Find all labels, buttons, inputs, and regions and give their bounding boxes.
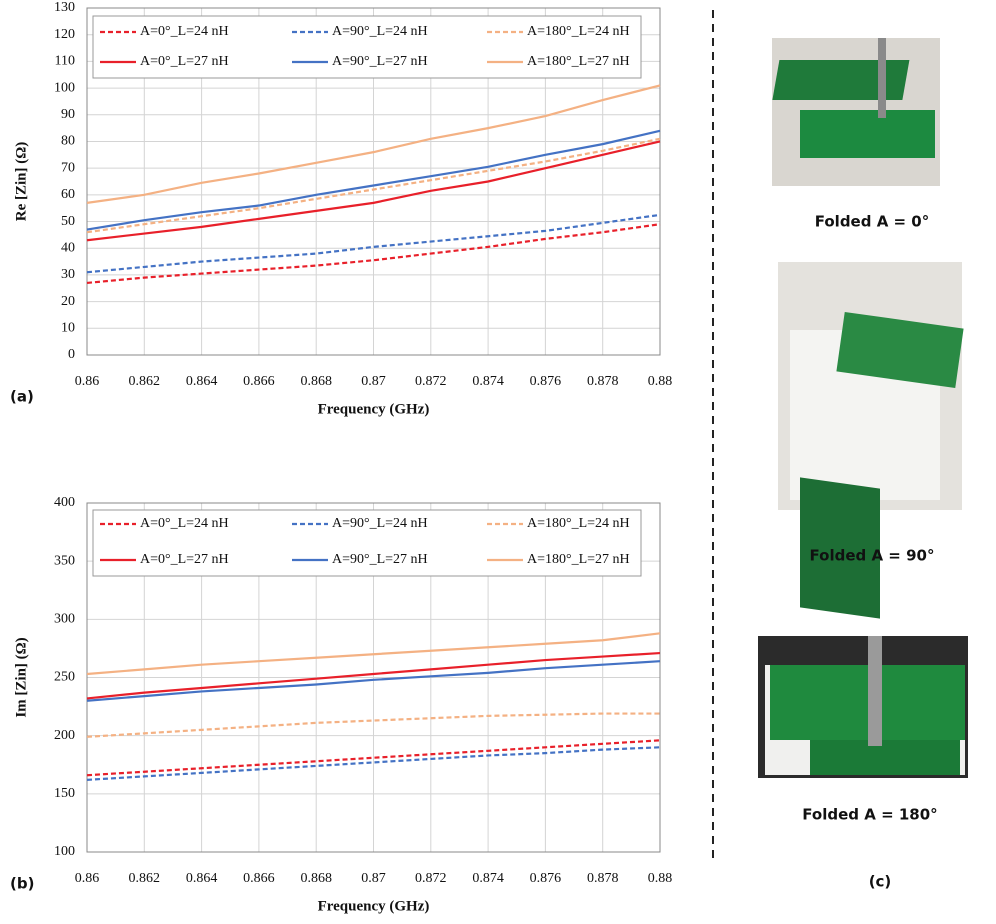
x-tick-label: 0.872 [415,871,447,886]
legend-label: A=0°_L=24 nH [140,516,229,531]
legend-label: A=180°_L=27 nH [527,552,630,567]
x-tick-label: 0.87 [361,374,386,389]
photo-caption: Folded A = 180° [802,806,937,824]
legend-label: A=0°_L=27 nH [140,552,229,567]
legend-label: A=180°_L=24 nH [527,516,630,531]
legend-label: A=90°_L=24 nH [332,24,428,39]
legend-label: A=180°_L=24 nH [527,24,630,39]
x-tick-label: 0.864 [186,871,218,886]
x-tick-label: 0.868 [300,374,332,389]
x-tick-label: 0.868 [300,871,332,886]
legend-label: A=180°_L=27 nH [527,54,630,69]
x-tick-label: 0.86 [75,871,100,886]
x-tick-label: 0.864 [186,374,218,389]
x-tick-label: 0.878 [587,374,619,389]
y-tick-label: 100 [54,80,75,95]
series-line [86,137,661,234]
y-tick-label: 100 [54,844,75,859]
y-tick-label: 80 [61,134,75,149]
series-line [86,84,661,204]
y-axis-title: Re [Zin] (Ω) [13,142,29,222]
legend-box [92,509,642,577]
x-tick-label: 0.862 [129,374,161,389]
y-tick-label: 400 [54,495,75,510]
panel-label: (b) [10,875,34,893]
series-line [86,660,661,702]
x-tick-label: 0.88 [648,871,673,886]
legend-label: A=90°_L=27 nH [332,552,428,567]
legend-box [92,15,642,79]
legend-label: A=90°_L=27 nH [332,54,428,69]
y-tick-label: 130 [54,0,75,15]
series-line [86,129,661,231]
x-tick-label: 0.876 [530,374,562,389]
series-line [86,632,661,676]
series-line [86,651,661,700]
plot-frame [86,502,661,853]
legend-label: A=90°_L=24 nH [332,516,428,531]
photo [772,38,940,186]
x-tick-label: 0.866 [243,871,275,886]
y-tick-label: 0 [68,347,75,362]
y-tick-label: 10 [61,321,75,336]
x-tick-label: 0.862 [129,871,161,886]
x-tick-label: 0.878 [587,871,619,886]
x-tick-label: 0.872 [415,374,447,389]
y-tick-label: 120 [54,27,75,42]
y-tick-label: 50 [61,214,75,229]
panel-label: (c) [869,873,892,891]
x-tick-label: 0.88 [648,374,673,389]
x-axis-title: Frequency (GHz) [318,401,430,417]
series-line [86,140,661,242]
y-tick-label: 250 [54,670,75,685]
y-tick-label: 40 [61,240,75,255]
y-tick-label: 60 [61,187,75,202]
y-tick-label: 350 [54,553,75,568]
photo [778,262,964,619]
x-tick-label: 0.874 [472,374,504,389]
y-tick-label: 90 [61,107,75,122]
y-axis-title: Im [Zin] (Ω) [13,637,29,717]
x-tick-label: 0.866 [243,374,275,389]
y-tick-label: 300 [54,612,75,627]
x-tick-label: 0.874 [472,871,504,886]
panel-label: (a) [10,388,34,406]
plot-frame [86,7,661,356]
y-tick-label: 70 [61,160,75,175]
x-tick-label: 0.87 [361,871,386,886]
y-tick-label: 30 [61,267,75,282]
y-tick-label: 150 [54,786,75,801]
photo [758,636,968,778]
x-axis-title: Frequency (GHz) [318,898,430,914]
legend-label: A=0°_L=24 nH [140,24,229,39]
y-tick-label: 20 [61,294,75,309]
y-tick-label: 200 [54,728,75,743]
legend-label: A=0°_L=27 nH [140,54,229,69]
photo-caption: Folded A = 90° [810,547,935,565]
y-tick-label: 110 [55,54,75,69]
photo-caption: Folded A = 0° [815,213,930,231]
x-tick-label: 0.876 [530,871,562,886]
x-tick-label: 0.86 [75,374,100,389]
